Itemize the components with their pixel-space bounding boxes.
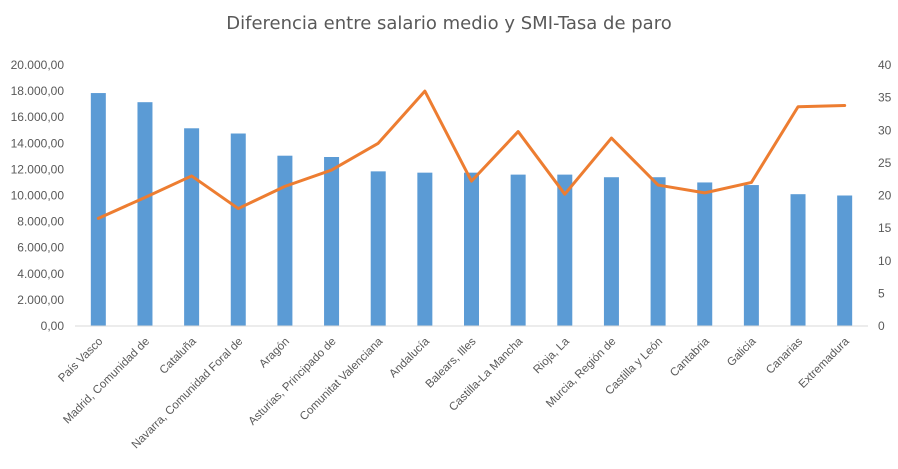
category-label: Rioja, La bbox=[531, 335, 572, 376]
category-label: Madrid, Comunidad de bbox=[61, 336, 152, 427]
category-label: Cataluña bbox=[158, 335, 199, 376]
right-tick-label: 30 bbox=[878, 123, 892, 137]
left-axis-ticks: 0,00 2.000,00 4.000,00 6.000,00 8.000,00 10.0… bbox=[11, 58, 65, 333]
left-tick-label: 2.000,00 bbox=[17, 293, 64, 307]
bar bbox=[790, 194, 806, 326]
bar-series bbox=[90, 93, 853, 326]
chart-title: Diferencia entre salario medio y SMI-Tas… bbox=[226, 13, 671, 34]
bar bbox=[90, 93, 106, 326]
bar bbox=[510, 174, 526, 326]
left-tick-label: 6.000,00 bbox=[17, 241, 64, 255]
category-label: Cantabria bbox=[668, 335, 712, 379]
bar bbox=[697, 182, 713, 326]
line-series bbox=[96, 89, 847, 220]
left-tick-label: 16.000,00 bbox=[11, 110, 65, 124]
right-tick-label: 5 bbox=[878, 286, 885, 300]
bar bbox=[837, 195, 853, 326]
category-label: Comunitat Valenciana bbox=[298, 335, 386, 423]
right-tick-label: 20 bbox=[878, 189, 892, 203]
category-label: Asturias, Principado de bbox=[247, 336, 339, 428]
right-tick-label: 25 bbox=[878, 156, 892, 170]
left-tick-label: 20.000,00 bbox=[11, 58, 65, 72]
bar bbox=[324, 157, 340, 326]
bar bbox=[650, 177, 666, 326]
bar bbox=[743, 185, 759, 326]
right-tick-label: 40 bbox=[878, 58, 892, 72]
left-tick-label: 8.000,00 bbox=[17, 215, 64, 229]
right-tick-label: 0 bbox=[878, 319, 885, 333]
bar bbox=[557, 174, 573, 326]
bar bbox=[137, 102, 153, 326]
left-tick-label: 14.000,00 bbox=[11, 136, 65, 150]
bar bbox=[464, 172, 479, 326]
right-tick-label: 15 bbox=[878, 221, 892, 235]
category-label: Extremadura bbox=[797, 335, 852, 390]
bar bbox=[277, 155, 293, 326]
right-tick-label: 35 bbox=[878, 91, 892, 105]
right-tick-label: 10 bbox=[878, 254, 892, 268]
left-tick-label: 18.000,00 bbox=[11, 84, 65, 98]
left-tick-label: 10.000,00 bbox=[11, 189, 65, 203]
bar bbox=[370, 171, 386, 326]
left-tick-label: 12.000,00 bbox=[11, 162, 65, 176]
category-label: Galicia bbox=[725, 335, 759, 369]
bar bbox=[230, 133, 246, 326]
category-label: País Vasco bbox=[56, 336, 105, 385]
category-label: Aragón bbox=[257, 336, 292, 371]
left-tick-label: 0,00 bbox=[41, 319, 65, 333]
left-tick-label: 4.000,00 bbox=[17, 267, 64, 281]
bar bbox=[603, 177, 619, 326]
category-label: Canarias bbox=[764, 335, 805, 376]
category-label: Andalucía bbox=[387, 335, 432, 380]
right-axis-ticks: 0 5 10 15 20 25 30 35 40 bbox=[878, 58, 892, 333]
bar bbox=[417, 172, 433, 326]
bar bbox=[184, 128, 200, 326]
